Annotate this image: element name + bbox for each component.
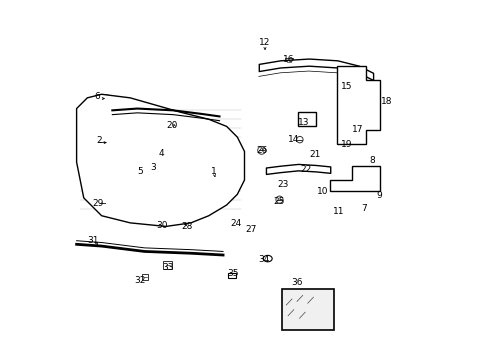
Text: 11: 11 [333,207,344,216]
Text: 12: 12 [258,38,269,47]
Text: 22: 22 [300,165,311,174]
Text: 34: 34 [258,255,269,264]
Text: 17: 17 [352,126,363,135]
Text: 5: 5 [137,167,143,176]
Text: 35: 35 [227,269,238,278]
Text: 7: 7 [361,204,366,213]
Polygon shape [337,66,380,144]
Text: 9: 9 [376,190,382,199]
Text: 30: 30 [156,221,167,230]
Text: 8: 8 [369,156,374,165]
Text: 19: 19 [340,140,351,149]
Text: 10: 10 [317,187,328,196]
Text: 16: 16 [283,55,294,64]
Text: 13: 13 [297,118,308,127]
FancyBboxPatch shape [99,95,108,101]
Text: 4: 4 [159,149,164,158]
Text: 33: 33 [162,263,173,272]
Bar [282,289,333,330]
Text: 24: 24 [230,219,241,228]
Text: 15: 15 [340,82,352,91]
Text: 25: 25 [273,197,285,206]
Polygon shape [298,112,315,126]
Text: 2: 2 [96,136,102,145]
Text: 26: 26 [255,146,267,155]
Polygon shape [77,94,244,226]
Text: 3: 3 [150,163,156,172]
Text: 28: 28 [181,222,192,231]
Text: 29: 29 [92,199,103,208]
Text: 23: 23 [277,180,288,189]
Polygon shape [329,166,380,191]
Text: 1: 1 [211,167,217,176]
Bar [228,273,236,278]
Text: 20: 20 [166,121,178,130]
Text: 14: 14 [287,135,299,144]
Text: 21: 21 [309,150,320,159]
Text: 6: 6 [94,91,100,100]
Text: 32: 32 [134,275,145,284]
Text: 18: 18 [380,97,392,106]
Text: 36: 36 [291,278,303,287]
Text: 31: 31 [87,236,98,245]
Text: 27: 27 [245,225,256,234]
